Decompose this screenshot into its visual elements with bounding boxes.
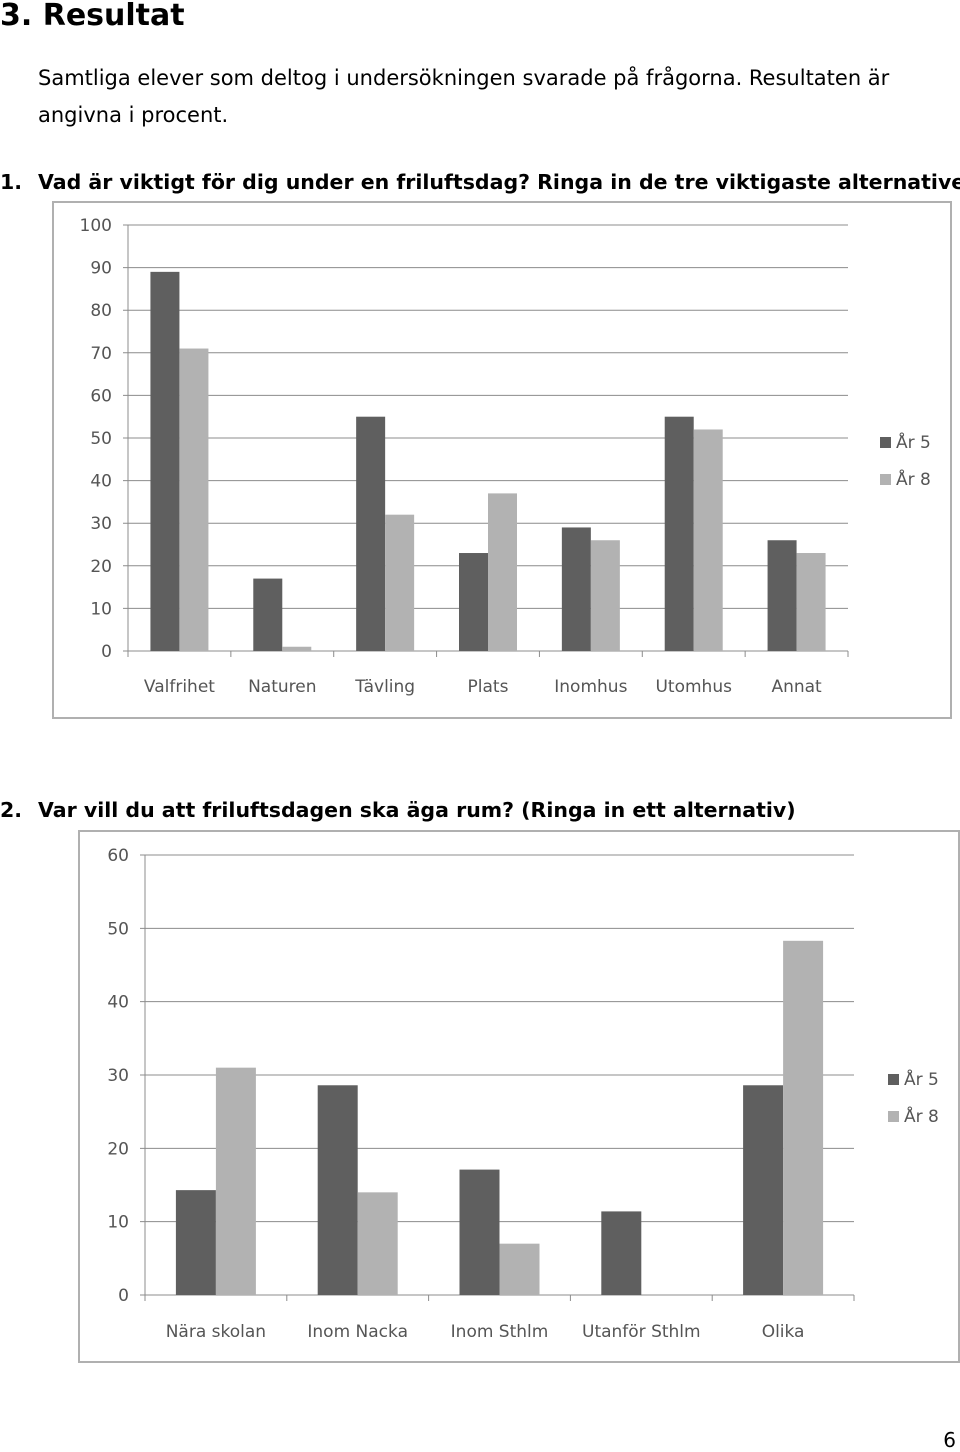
- section-heading: 3. Resultat: [0, 0, 185, 33]
- bar-year8: [693, 429, 723, 651]
- category-label: Tävling: [354, 677, 415, 697]
- bar-year5: [356, 416, 386, 651]
- y-tick-label: 0: [101, 642, 112, 662]
- bar-year8: [783, 940, 824, 1295]
- bar-year5: [150, 271, 180, 651]
- bar-year8: [357, 1192, 398, 1295]
- y-tick-label: 40: [90, 472, 112, 492]
- category-label: Plats: [468, 677, 509, 697]
- y-tick-label: 30: [107, 1066, 129, 1086]
- legend-swatch: [888, 1074, 899, 1085]
- chart-1: 0 10 20 30 40 50 60 70 80 90 100 Valfrihet Naturen Tä…: [80, 216, 931, 697]
- y-tick-label: 60: [90, 386, 112, 406]
- y-tick-label: 10: [90, 599, 112, 619]
- y-tick-label: 10: [107, 1213, 129, 1233]
- category-label: Utomhus: [655, 677, 732, 697]
- question-1-text: Vad är viktigt för dig under en frilufts…: [38, 170, 960, 194]
- category-label: Olika: [762, 1322, 805, 1342]
- bar-year8: [282, 646, 312, 651]
- legend-label: År 8: [904, 1105, 939, 1127]
- bar-year5: [561, 527, 591, 651]
- bar-year5: [253, 578, 283, 651]
- category-label: Annat: [771, 677, 822, 697]
- question-2: 2. Var vill du att friluftsdagen ska äga …: [0, 798, 796, 822]
- legend-swatch: [880, 474, 891, 485]
- category-label: Inomhus: [554, 677, 627, 697]
- bar-year5: [175, 1190, 216, 1295]
- y-tick-label: 20: [90, 557, 112, 577]
- chart-1-frame: 0 10 20 30 40 50 60 70 80 90 100 Valfrihet Naturen Tä…: [52, 201, 952, 719]
- bar-year5: [459, 1169, 500, 1295]
- legend-label: År 5: [896, 431, 931, 453]
- bar-year8: [385, 514, 415, 651]
- chart-2-frame: 0 10 20 30 40 50 60 Nära skolan Inom Nacka Inom S…: [78, 830, 960, 1363]
- intro-paragraph: Samtliga elever som deltog i undersöknin…: [38, 66, 890, 127]
- y-tick-label: 100: [80, 216, 112, 236]
- bar-year5: [317, 1085, 358, 1295]
- bar-year8: [499, 1243, 540, 1295]
- page-number: 6: [943, 1428, 956, 1452]
- bar-year5: [664, 416, 694, 651]
- question-2-number: 2.: [0, 798, 23, 822]
- bar-year8: [488, 493, 517, 651]
- bar-year5: [767, 540, 797, 651]
- y-tick-label: 30: [90, 514, 112, 534]
- category-label: Inom Sthlm: [451, 1322, 549, 1342]
- category-label: Valfrihet: [144, 677, 215, 697]
- y-tick-label: 60: [107, 846, 129, 866]
- y-tick-label: 50: [90, 429, 112, 449]
- bar-year5: [459, 553, 488, 651]
- question-1-number: 1.: [0, 170, 23, 194]
- y-tick-label: 70: [90, 344, 112, 364]
- bar-year8: [215, 1067, 256, 1295]
- question-2-text: Var vill du att friluftsdagen ska äga ru…: [38, 798, 796, 822]
- legend-label: År 5: [904, 1068, 939, 1090]
- category-label: Naturen: [248, 677, 316, 697]
- y-tick-label: 50: [107, 919, 129, 939]
- bar-year5: [743, 1085, 784, 1295]
- y-tick-label: 20: [107, 1139, 129, 1159]
- question-1: 1. Vad är viktigt för dig under en friluf…: [0, 170, 960, 194]
- legend-swatch: [888, 1111, 899, 1122]
- y-tick-label: 80: [90, 301, 112, 321]
- chart-2: 0 10 20 30 40 50 60 Nära skolan Inom Nacka Inom S…: [107, 846, 939, 1342]
- legend-swatch: [880, 437, 891, 448]
- category-label: Inom Nacka: [307, 1322, 408, 1342]
- y-tick-label: 90: [90, 259, 112, 279]
- bar-year5: [601, 1211, 642, 1295]
- category-label: Utanför Sthlm: [582, 1322, 701, 1342]
- bar-year8: [590, 540, 620, 651]
- y-tick-label: 0: [118, 1286, 129, 1306]
- bar-year8: [796, 553, 826, 651]
- category-label: Nära skolan: [166, 1322, 266, 1342]
- legend-label: År 8: [896, 468, 931, 490]
- bar-year8: [179, 348, 209, 651]
- y-tick-label: 40: [107, 993, 129, 1013]
